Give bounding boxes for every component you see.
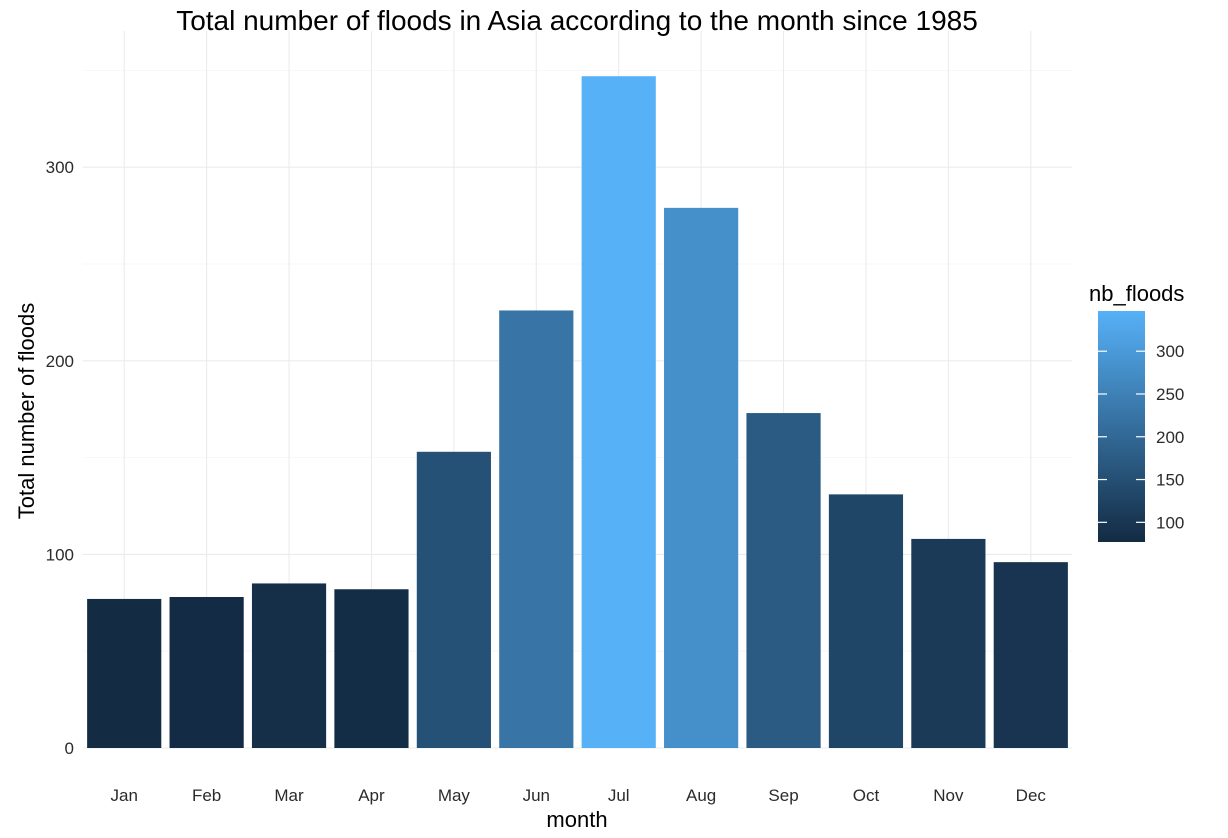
legend-tick-label: 200 (1156, 428, 1184, 447)
bar-may (416, 451, 491, 748)
legend-tick-label: 150 (1156, 471, 1184, 490)
x-tick-label: Feb (192, 786, 221, 805)
bar-jul (581, 76, 656, 748)
legend-ticks: 100 150 200 250 300 (1098, 342, 1184, 532)
legend-colorbar (1098, 311, 1145, 542)
y-tick-label: 100 (46, 545, 74, 564)
legend-tick-label: 300 (1156, 342, 1184, 361)
x-tick-label: Mar (274, 786, 304, 805)
y-tick-label: 0 (65, 739, 74, 758)
x-tick-label: Jun (523, 786, 550, 805)
x-tick-label: Jan (110, 786, 137, 805)
bar-mar (251, 583, 327, 748)
x-axis-title: month (546, 807, 607, 832)
bar-sep (746, 413, 821, 748)
legend-title: nb_floods (1089, 281, 1184, 306)
y-tick-label: 200 (46, 352, 74, 371)
x-tick-label: May (438, 786, 471, 805)
x-tick-label: Apr (358, 786, 385, 805)
bar-nov (911, 538, 986, 748)
bar-jan (87, 598, 162, 748)
x-tick-label: Oct (853, 786, 880, 805)
bar-jun (499, 310, 574, 748)
x-axis-ticks: Jan Feb Mar Apr May Jun Jul Aug Sep Oct Nov Dec (110, 786, 1046, 805)
x-tick-label: Jul (608, 786, 630, 805)
y-axis-ticks: 0 100 200 300 (46, 158, 74, 758)
y-tick-label: 300 (46, 158, 74, 177)
x-tick-label: Nov (933, 786, 964, 805)
bar-apr (334, 589, 409, 748)
x-tick-label: Aug (686, 786, 716, 805)
bar-dec (993, 562, 1068, 748)
bar-aug (664, 207, 739, 749)
bar-feb (169, 596, 244, 748)
x-tick-label: Dec (1016, 786, 1047, 805)
bar-oct (828, 494, 904, 748)
x-tick-label: Sep (768, 786, 798, 805)
chart-title: Total number of floods in Asia according… (176, 5, 978, 36)
legend-tick-label: 250 (1156, 385, 1184, 404)
bars-group (87, 76, 1068, 749)
legend-tick-label: 100 (1156, 513, 1184, 532)
legend: nb_floods 100 150 200 250 300 (1089, 281, 1184, 542)
y-axis-title: Total number of floods (14, 303, 39, 519)
